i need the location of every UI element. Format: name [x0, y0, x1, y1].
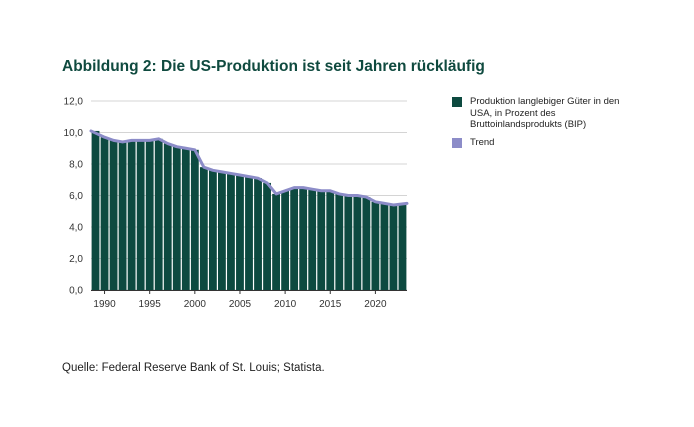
bar [389, 204, 398, 290]
bar [245, 176, 253, 290]
bar [163, 143, 172, 290]
bar [199, 167, 208, 290]
legend-label-production: Produktion langlebiger Güter in den USA,… [470, 96, 620, 130]
bar [100, 137, 109, 290]
source-note: Quelle: Federal Reserve Bank of St. Loui… [62, 362, 325, 374]
legend-swatch-trend [452, 137, 462, 148]
bar [380, 203, 389, 290]
bar [308, 189, 317, 290]
bar [335, 193, 344, 290]
x-tick-label: 2020 [364, 299, 387, 310]
y-axis: 0,0 2,0 4,0 6,0 8,0 10,0 12,0 [64, 97, 84, 297]
bar [281, 190, 290, 290]
chart-title: Abbildung 2: Die US-Produktion ist seit … [62, 58, 485, 75]
bar [227, 173, 235, 290]
bar [263, 182, 271, 290]
bar [190, 149, 199, 290]
x-tick-label: 2015 [319, 299, 342, 310]
bar [172, 146, 181, 290]
bar [236, 175, 244, 290]
y-tick-label: 2,0 [69, 254, 83, 265]
legend-swatch-production [452, 97, 462, 107]
x-axis: 1990 1995 2000 2005 2010 2015 2020 [91, 290, 407, 310]
trend-line [89, 129, 409, 207]
y-tick-label: 12,0 [64, 97, 84, 108]
x-tick-label: 2000 [184, 299, 207, 310]
bar [353, 195, 362, 290]
bar [118, 141, 127, 290]
bar [362, 197, 371, 290]
bar [299, 187, 308, 290]
x-tick-label: 2010 [274, 299, 297, 310]
bar [290, 187, 299, 290]
x-tick-label: 1990 [93, 299, 116, 310]
bar [127, 140, 136, 290]
bar [272, 193, 280, 290]
bar [254, 178, 262, 290]
bar [317, 190, 326, 290]
bar [145, 140, 154, 290]
bar [398, 203, 407, 290]
y-tick-label: 10,0 [64, 128, 84, 139]
y-tick-label: 4,0 [69, 223, 83, 234]
bar [344, 195, 353, 290]
legend-label-trend: Trend [470, 136, 495, 148]
bar [181, 148, 190, 290]
legend-item-trend: Trend [452, 137, 672, 149]
y-tick-label: 0,0 [69, 286, 83, 297]
bar [154, 138, 163, 290]
bars [91, 130, 407, 290]
x-tick-label: 2005 [229, 299, 252, 310]
bar [326, 190, 335, 290]
legend-item-production: Produktion langlebiger Güter in den USA,… [452, 96, 672, 131]
bar [91, 130, 100, 290]
bar [109, 140, 118, 290]
x-tick-label: 1995 [139, 299, 162, 310]
bar [371, 201, 380, 290]
legend: Produktion langlebiger Güter in den USA,… [452, 96, 672, 154]
y-tick-label: 8,0 [69, 160, 83, 171]
y-tick-label: 6,0 [69, 191, 83, 202]
bar [208, 170, 217, 290]
bar [136, 140, 145, 290]
bar [218, 171, 226, 290]
trend-line-group [89, 129, 409, 207]
